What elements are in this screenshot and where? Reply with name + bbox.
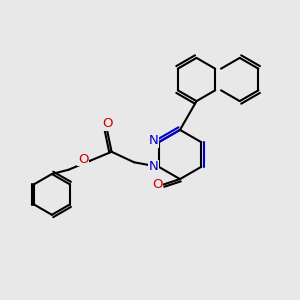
Text: O: O: [102, 117, 112, 130]
Text: O: O: [78, 153, 88, 166]
Text: O: O: [152, 178, 163, 191]
Text: N: N: [148, 160, 158, 173]
Text: N: N: [148, 134, 158, 147]
